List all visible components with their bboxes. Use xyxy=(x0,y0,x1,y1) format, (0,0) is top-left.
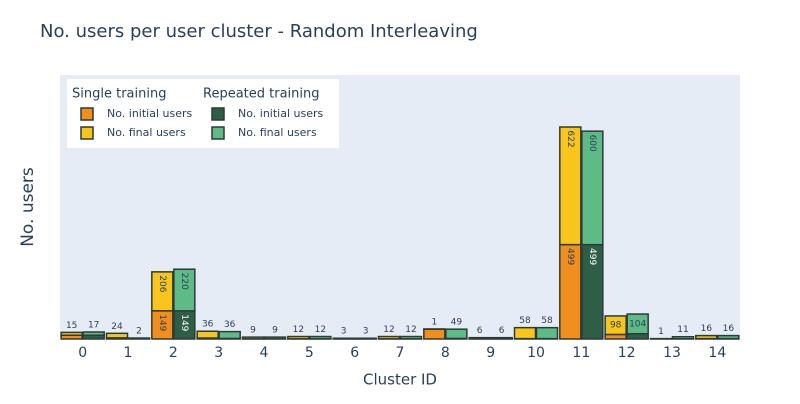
value-label: 11 xyxy=(677,325,688,335)
x-tick-label: 7 xyxy=(396,345,405,361)
value-label: 622 xyxy=(565,130,575,147)
legend-label: No. final users xyxy=(238,126,317,139)
bar-segment xyxy=(310,337,331,339)
value-label: 149 xyxy=(179,314,189,331)
x-tick-label: 10 xyxy=(527,345,545,361)
bar-segment xyxy=(515,328,536,339)
value-label: 220 xyxy=(179,273,189,290)
value-label: 149 xyxy=(157,314,167,331)
bar-segment xyxy=(61,332,82,335)
bar-segment xyxy=(491,338,512,339)
value-label: 17 xyxy=(88,321,99,331)
value-label: 58 xyxy=(541,316,553,326)
x-axis-title: Cluster ID xyxy=(363,371,437,389)
value-label: 12 xyxy=(383,325,394,335)
legend-swatch xyxy=(212,108,224,120)
legend-label: No. final users xyxy=(107,126,186,139)
bar-segment xyxy=(107,333,128,338)
value-label: 2 xyxy=(136,327,142,337)
x-tick-label: 11 xyxy=(572,345,590,361)
value-label: 3 xyxy=(341,327,347,337)
bar-segment xyxy=(355,338,376,339)
bar-segment xyxy=(379,337,400,339)
x-tick-label: 8 xyxy=(441,345,450,361)
value-label: 36 xyxy=(202,320,214,330)
x-tick-label: 5 xyxy=(305,345,314,361)
value-label: 6 xyxy=(499,326,505,336)
y-axis-title: No. users xyxy=(18,167,38,247)
legend-swatch xyxy=(212,127,224,139)
bar-segment xyxy=(424,329,445,339)
legend-swatch xyxy=(81,127,93,139)
x-tick-label: 0 xyxy=(78,345,87,361)
value-label: 499 xyxy=(587,248,597,265)
x-tick-label: 13 xyxy=(663,345,681,361)
x-tick-label: 3 xyxy=(214,345,223,361)
x-tick-label: 6 xyxy=(350,345,359,361)
value-label: 16 xyxy=(723,324,735,334)
bar-segment xyxy=(243,337,264,339)
bar-segment xyxy=(333,338,354,339)
value-label: 12 xyxy=(315,325,326,335)
value-label: 1 xyxy=(431,317,437,327)
bar-segment xyxy=(83,332,104,335)
chart-title: No. users per user cluster - Random Inte… xyxy=(40,21,478,42)
x-tick-label: 14 xyxy=(708,345,726,361)
x-tick-label: 12 xyxy=(618,345,636,361)
bar-segment xyxy=(446,329,467,338)
bar-segment xyxy=(537,328,558,339)
bar-segment xyxy=(197,331,218,338)
legend-label: No. initial users xyxy=(107,107,192,120)
legend-group-title: Repeated training xyxy=(203,87,320,102)
value-label: 12 xyxy=(405,325,416,335)
value-label: 9 xyxy=(272,326,278,336)
legend-group-title: Single training xyxy=(72,87,166,102)
bar-segment xyxy=(718,336,739,339)
value-label: 16 xyxy=(701,324,713,334)
value-label: 12 xyxy=(293,325,304,335)
bar-segment xyxy=(288,337,309,339)
value-label: 3 xyxy=(363,327,369,337)
bar-segment xyxy=(696,336,717,339)
value-label: 6 xyxy=(477,326,483,336)
bar-segment xyxy=(401,337,422,339)
value-label: 206 xyxy=(157,275,167,292)
bar-segment xyxy=(469,338,490,339)
bar-segment xyxy=(265,337,286,339)
value-label: 49 xyxy=(451,318,463,328)
value-label: 36 xyxy=(224,320,236,330)
x-tick-label: 4 xyxy=(260,345,269,361)
value-label: 58 xyxy=(519,316,531,326)
value-label: 15 xyxy=(66,321,77,331)
bar-segment xyxy=(673,337,694,339)
x-tick-label: 2 xyxy=(169,345,178,361)
legend-swatch xyxy=(81,108,93,120)
x-tick-label: 9 xyxy=(486,345,495,361)
value-label: 98 xyxy=(610,321,622,331)
x-tick-label: 1 xyxy=(124,345,133,361)
value-label: 1 xyxy=(658,327,664,337)
value-label: 9 xyxy=(250,326,256,336)
bar-segment xyxy=(219,332,240,339)
value-label: 24 xyxy=(111,322,123,332)
value-label: 104 xyxy=(629,319,646,329)
legend-label: No. initial users xyxy=(238,107,323,120)
value-label: 499 xyxy=(565,248,575,265)
value-label: 600 xyxy=(587,135,597,152)
bar-segment xyxy=(627,334,648,339)
